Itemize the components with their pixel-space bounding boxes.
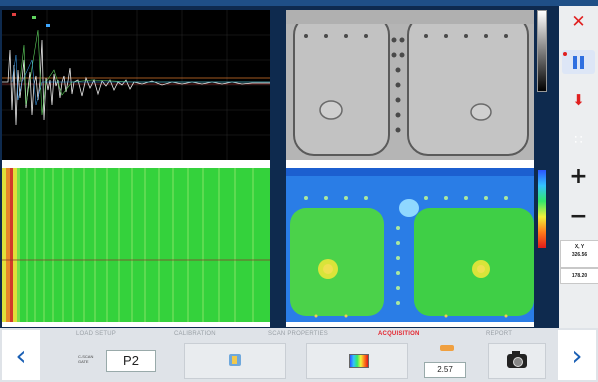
a-scan-plot bbox=[2, 10, 270, 160]
gain-slider-icon[interactable] bbox=[440, 345, 454, 351]
b-scan-image bbox=[2, 168, 270, 322]
b-scan-panel[interactable] bbox=[2, 168, 270, 322]
b-scan-x-axis bbox=[286, 160, 534, 168]
y-coordinate-box: 178.20 bbox=[560, 268, 598, 284]
close-icon[interactable]: ✕ bbox=[571, 12, 586, 32]
title-bar bbox=[0, 0, 598, 6]
cursor-coordinates-box: X, Y 326.56 bbox=[560, 240, 598, 268]
next-button[interactable]: › bbox=[558, 330, 596, 380]
color-palette-icon bbox=[349, 354, 369, 368]
c-scan-image bbox=[286, 168, 534, 322]
calibration-panel[interactable] bbox=[184, 343, 286, 379]
acquisition-panel[interactable] bbox=[306, 343, 408, 379]
tab-load-setup[interactable]: LOAD SETUP bbox=[76, 331, 117, 337]
tab-report[interactable]: REPORT bbox=[486, 331, 513, 337]
gate-select[interactable]: P2 bbox=[106, 350, 156, 372]
c-scan-x-axis bbox=[286, 322, 534, 327]
tab-acquisition[interactable]: ACQUISITION bbox=[378, 331, 420, 337]
prev-button[interactable]: ‹ bbox=[2, 330, 40, 380]
chevron-left-icon: ‹ bbox=[15, 338, 27, 372]
camera-icon bbox=[507, 350, 527, 370]
tab-calibration[interactable]: CALIBRATION bbox=[174, 331, 216, 337]
calibration-icon bbox=[229, 354, 241, 366]
xy-label: X, Y bbox=[574, 244, 585, 250]
chevron-right-icon: › bbox=[571, 338, 583, 372]
gate-label: C-SCAN GATE bbox=[78, 354, 94, 364]
grid-icon[interactable]: ∷ bbox=[574, 132, 583, 148]
tab-scan-properties[interactable]: SCAN PROPERTIES bbox=[268, 331, 328, 337]
pause-icon bbox=[573, 55, 584, 69]
a-scan-x-axis bbox=[2, 160, 270, 168]
record-indicator bbox=[563, 52, 567, 56]
pause-button[interactable] bbox=[562, 50, 595, 74]
x-coordinate: 326.56 bbox=[571, 252, 588, 258]
grayscale-colorbar bbox=[537, 10, 547, 92]
color-scale-bar bbox=[538, 170, 546, 248]
arrow-down-icon[interactable]: ⬇ bbox=[572, 91, 585, 109]
a-scan-panel[interactable] bbox=[2, 10, 270, 160]
b-scan-image-panel[interactable] bbox=[286, 10, 534, 160]
report-panel[interactable] bbox=[488, 343, 546, 379]
c-scan-panel[interactable] bbox=[286, 168, 534, 322]
gain-input[interactable]: 2.57 bbox=[424, 362, 466, 378]
b-scan-x-axis-bottom bbox=[2, 322, 270, 327]
zoom-out-button[interactable]: − bbox=[569, 203, 588, 229]
zoom-in-button[interactable]: + bbox=[569, 163, 588, 189]
y-coordinate: 178.20 bbox=[571, 273, 588, 279]
grayscale-scan-image bbox=[286, 10, 534, 160]
